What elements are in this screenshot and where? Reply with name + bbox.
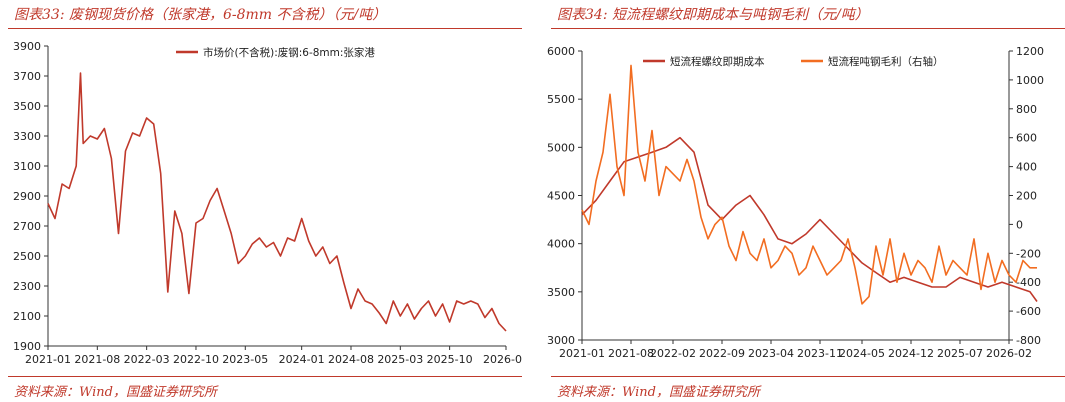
x-tick-label: 2022-10: [173, 353, 219, 366]
y-tick-label: 1900: [13, 340, 41, 353]
y2-tick-label: 1000: [1016, 74, 1044, 87]
x-tick-label: 2023-04: [748, 347, 794, 360]
y-tick-label: 6000: [547, 45, 575, 58]
y-tick-label: 3700: [13, 70, 41, 83]
y2-tick-label: 400: [1016, 161, 1037, 174]
y-tick-label: 2900: [13, 190, 41, 203]
y2-tick-label: -600: [1016, 305, 1041, 318]
x-tick-label: 2021-01: [25, 353, 71, 366]
y-tick-label: 4000: [547, 238, 575, 251]
rebar-cost-margin-chart: 3000350040004500500055006000-800-600-400…: [547, 45, 1044, 360]
x-tick-label: 2021-01: [559, 347, 605, 360]
figure-right: 图表34: 短流程螺纹即期成本与吨钢毛利（元/吨） 3000 3500 4000 45…: [543, 0, 1065, 402]
x-tick-label: 2022-03: [124, 353, 170, 366]
y2-tick-label: 1200: [1016, 45, 1044, 58]
y2-tick-label: 0: [1016, 218, 1023, 231]
y2-tick-label: -800: [1016, 334, 1041, 347]
x-tick-label: 2021-08: [74, 353, 120, 366]
y2-tick-label: -200: [1016, 247, 1041, 260]
series-line: [581, 136, 1038, 302]
y2-tick-label: 800: [1016, 103, 1037, 116]
y-tick-label: 5000: [547, 141, 575, 154]
figure-title: 图表33: 废钢现货价格（张家港，6-8mm 不含税）（元/吨）: [14, 7, 387, 23]
series-line: [581, 64, 1037, 305]
y-tick-label: 5500: [547, 93, 575, 106]
y-tick-label: 2700: [13, 220, 41, 233]
legend-label: 短流程吨钢毛利（右轴）: [828, 55, 944, 68]
x-tick-label: 2025-07: [937, 347, 983, 360]
y-tick-label: 3100: [13, 160, 41, 173]
scrap-steel-price-chart: 1900 2100 2300 2500 2700 2900 3100 3300 3500 3700…: [13, 40, 522, 366]
y-tick-label: 2300: [13, 280, 41, 293]
y2-tick-label: -400: [1016, 276, 1041, 289]
legend-label: 短流程螺纹即期成本: [670, 55, 765, 68]
title-divider: [551, 28, 1065, 29]
x-tick-label: 2024-01: [279, 353, 325, 366]
x-tick-label: 2025-03: [377, 353, 423, 366]
title-divider: [8, 28, 522, 29]
y-tick-label: 3900: [13, 40, 41, 53]
x-tick-label: 2023-11: [797, 347, 843, 360]
series-line: [47, 72, 507, 332]
y-tick-label: 4500: [547, 190, 575, 203]
source-divider: [551, 376, 1065, 377]
y2-tick-label: 200: [1016, 190, 1037, 203]
source-divider: [8, 376, 522, 377]
y-tick-label: 2500: [13, 250, 41, 263]
figure-source: 资料来源：Wind，国盛证券研究所: [14, 385, 217, 400]
y-tick-label: 2100: [13, 310, 41, 323]
x-tick-label: 2026-06: [483, 353, 522, 366]
x-tick-label: 2026-02: [986, 347, 1032, 360]
x-tick-label: 2023-05: [222, 353, 268, 366]
y-tick-label: 3300: [13, 130, 41, 143]
x-tick-label: 2024-12: [888, 347, 934, 360]
y-tick-label: 3000: [547, 334, 575, 347]
x-tick-label: 2022-02: [650, 347, 696, 360]
y2-tick-label: 600: [1016, 132, 1037, 145]
legend-label: 市场价(不含税):废钢:6-8mm:张家港: [203, 46, 375, 59]
x-tick-label: 2022-09: [699, 347, 745, 360]
x-tick-label: 2025-10: [427, 353, 473, 366]
x-tick-label: 2024-08: [328, 353, 374, 366]
y-tick-label: 3500: [547, 286, 575, 299]
x-tick-label: 2021-08: [608, 347, 654, 360]
x-tick-label: 2024-05: [839, 347, 885, 360]
figure-title: 图表34: 短流程螺纹即期成本与吨钢毛利（元/吨）: [557, 7, 869, 23]
figure-left: 图表33: 废钢现货价格（张家港，6-8mm 不含税）（元/吨） 1900 210…: [0, 0, 522, 402]
figure-source: 资料来源：Wind，国盛证券研究所: [557, 385, 760, 400]
y-tick-label: 3500: [13, 100, 41, 113]
